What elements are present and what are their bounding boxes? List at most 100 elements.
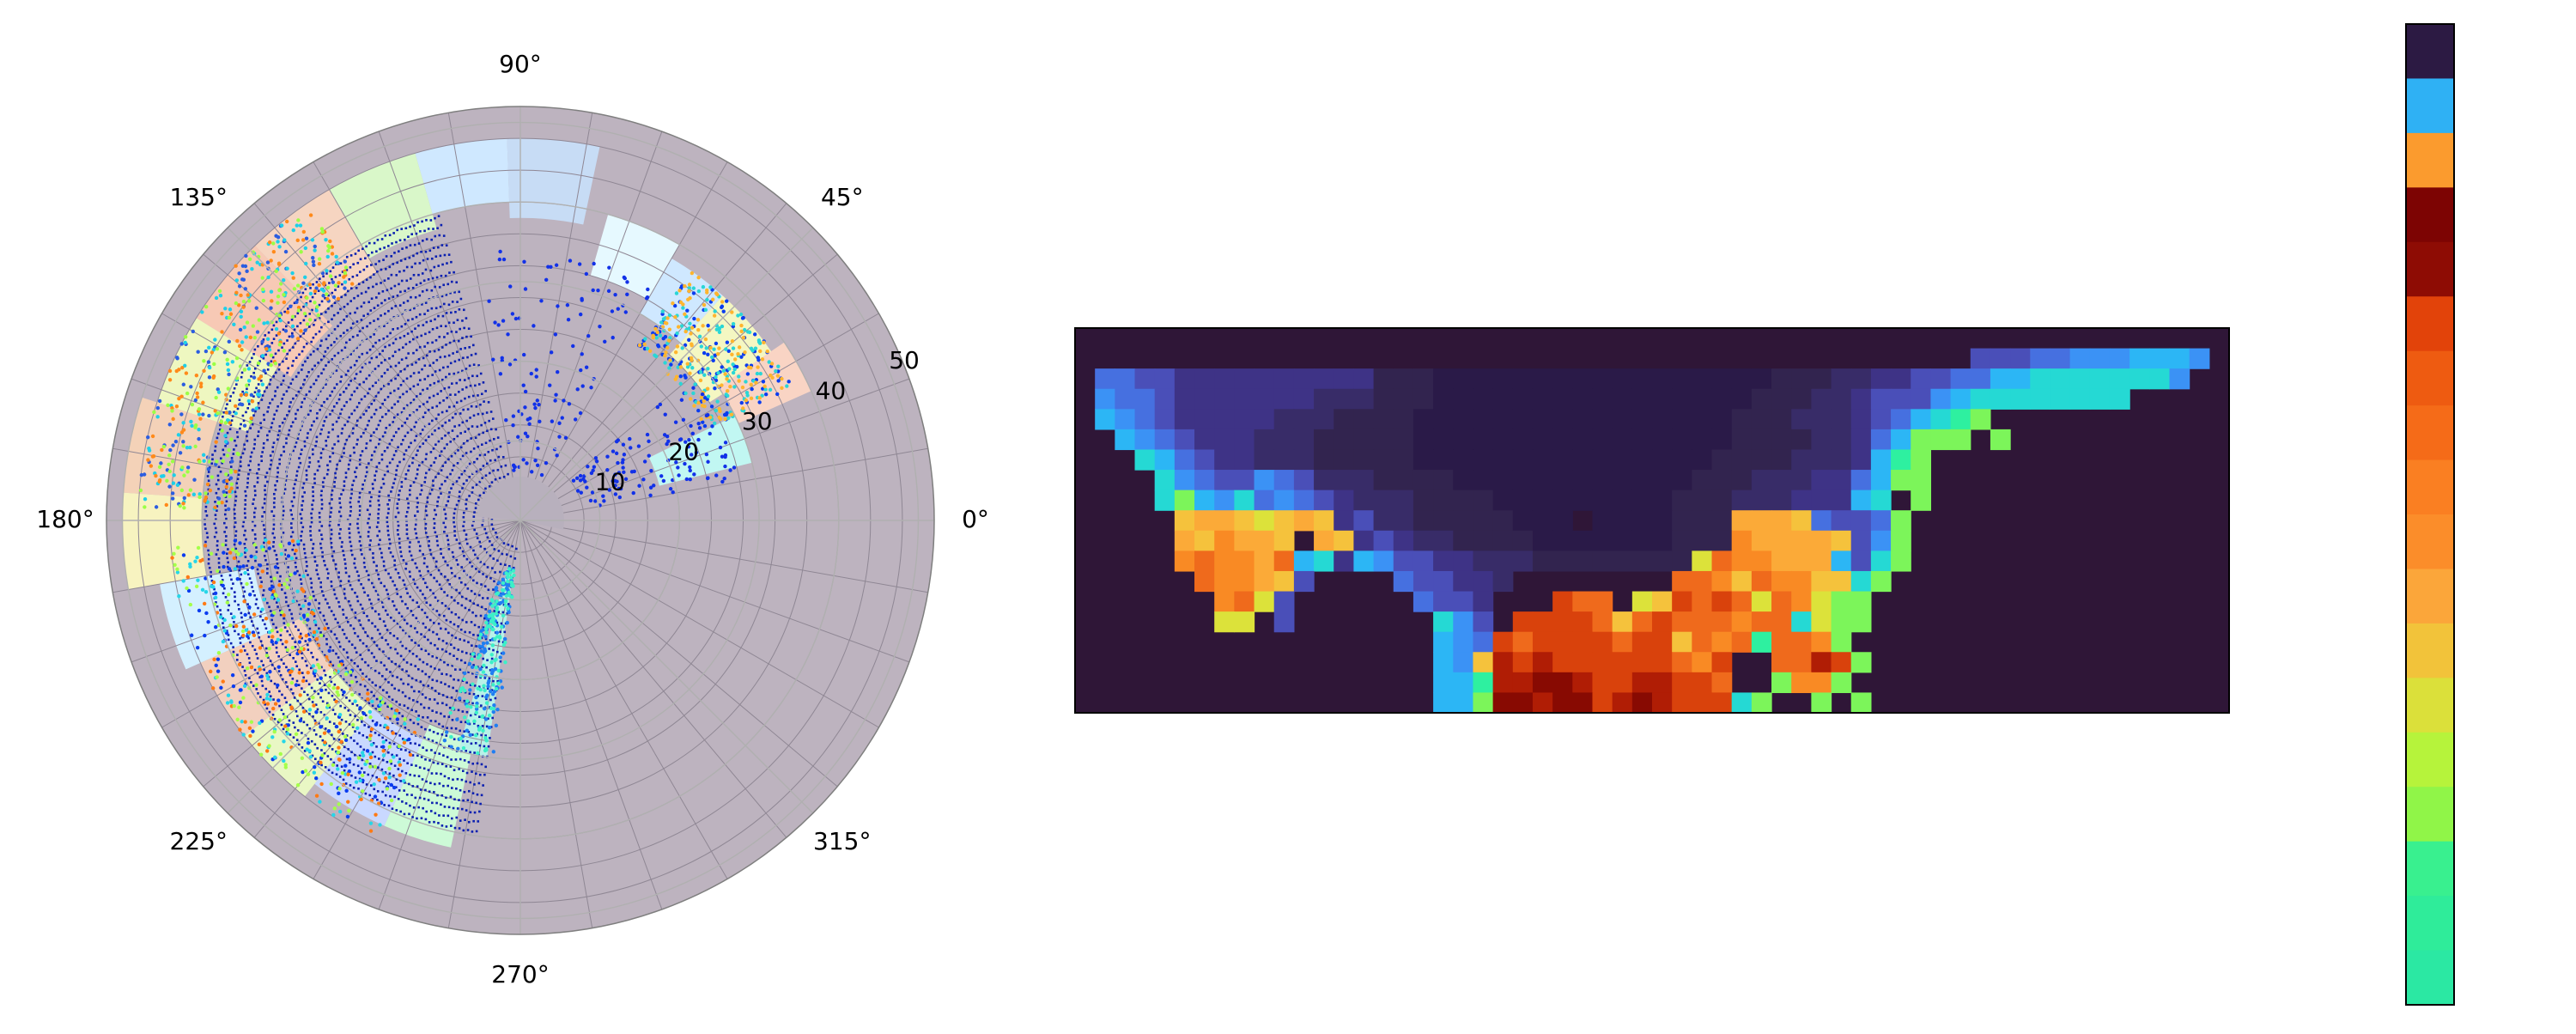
polar-ring-point bbox=[465, 682, 468, 684]
polar-scatter-point bbox=[696, 422, 700, 425]
polar-scatter-point bbox=[732, 322, 735, 325]
polar-scatter-point bbox=[690, 366, 694, 369]
polar-ring-point bbox=[346, 652, 349, 654]
polar-ring-point bbox=[372, 720, 374, 722]
polar-scatter-point bbox=[266, 260, 270, 264]
polar-scatter-point bbox=[386, 726, 389, 729]
polar-ring-point bbox=[281, 398, 283, 400]
polar-scatter-point bbox=[536, 464, 539, 467]
polar-ring-point bbox=[271, 398, 274, 401]
polar-ring-point bbox=[296, 700, 299, 703]
polar-ring-point bbox=[449, 342, 452, 344]
polar-ring-point bbox=[410, 429, 413, 431]
polar-ring-point bbox=[391, 307, 393, 310]
polar-ring-point bbox=[433, 382, 435, 385]
polar-ring-point bbox=[487, 597, 489, 599]
polar-ring-point bbox=[453, 425, 456, 428]
polar-ring-point bbox=[337, 576, 340, 579]
polar-ring-point bbox=[456, 401, 459, 404]
polar-ring-point bbox=[468, 790, 471, 793]
polar-ring-point bbox=[399, 239, 402, 241]
polar-ring-point bbox=[315, 733, 318, 736]
polar-ring-point bbox=[333, 550, 336, 553]
polar-ring-point bbox=[366, 265, 368, 268]
polar-ring-point bbox=[290, 613, 293, 616]
polar-ring-point bbox=[449, 473, 452, 476]
polar-ring-point bbox=[461, 487, 464, 490]
polar-scatter-point bbox=[283, 724, 287, 727]
polar-ring-point bbox=[440, 484, 443, 486]
polar-scatter-point bbox=[190, 424, 193, 428]
polar-ring-point bbox=[471, 491, 474, 494]
polar-ring-point bbox=[318, 460, 320, 463]
polar-ring-point bbox=[380, 388, 383, 391]
polar-scatter-point bbox=[661, 309, 665, 313]
polar-ring-point bbox=[443, 303, 446, 306]
polar-ring-point bbox=[401, 280, 404, 283]
polar-ring-point bbox=[304, 595, 307, 598]
polar-ring-point bbox=[362, 413, 365, 416]
polar-ring-point bbox=[424, 612, 427, 615]
polar-ring-point bbox=[336, 637, 338, 640]
polar-ring-point bbox=[240, 460, 242, 463]
polar-ring-point bbox=[355, 252, 357, 255]
polar-ring-point bbox=[338, 605, 341, 608]
polar-ring-point bbox=[480, 545, 483, 548]
polar-scatter-point bbox=[748, 331, 751, 334]
polar-ring-point bbox=[398, 612, 401, 615]
polar-ring-point bbox=[306, 393, 308, 396]
polar-ring-point bbox=[468, 761, 471, 763]
polar-scatter-point bbox=[572, 479, 575, 483]
polar-scatter-point bbox=[762, 341, 765, 344]
polar-ring-point bbox=[365, 246, 368, 248]
polar-ring-point bbox=[240, 574, 242, 576]
polar-ring-point bbox=[434, 644, 436, 647]
polar-ring-point bbox=[285, 681, 288, 684]
polar-ring-point bbox=[406, 794, 409, 796]
polar-ring-point bbox=[319, 304, 321, 307]
polar-ring-point bbox=[353, 452, 355, 454]
polar-scatter-point bbox=[315, 794, 319, 798]
polar-ring-point bbox=[445, 650, 447, 653]
polar-scatter-point bbox=[392, 755, 395, 758]
polar-scatter-point bbox=[282, 759, 285, 763]
polar-scatter-point bbox=[337, 297, 340, 301]
polar-ring-point bbox=[470, 385, 472, 387]
polar-ring-point bbox=[370, 403, 373, 405]
polar-ring-point bbox=[246, 482, 249, 484]
polar-scatter-point bbox=[308, 708, 312, 711]
polar-scatter-point bbox=[374, 812, 377, 816]
polar-ring-point bbox=[478, 594, 481, 597]
polar-ring-point bbox=[480, 373, 483, 375]
polar-scatter-point bbox=[225, 479, 228, 483]
polar-ring-point bbox=[414, 514, 416, 517]
polar-ring-point bbox=[326, 577, 329, 580]
polar-ring-point bbox=[454, 508, 457, 510]
polar-scatter-point bbox=[296, 783, 300, 787]
polar-ring-point bbox=[319, 516, 321, 519]
polar-ring-point bbox=[419, 313, 422, 316]
polar-scatter-point bbox=[259, 752, 263, 756]
polar-ring-point bbox=[358, 693, 361, 696]
polar-ring-point bbox=[457, 449, 459, 452]
polar-ring-point bbox=[382, 689, 385, 691]
polar-ring-point bbox=[382, 606, 385, 609]
polar-ring-point bbox=[431, 687, 434, 690]
polar-ring-point bbox=[416, 701, 419, 703]
polar-ring-point bbox=[345, 572, 348, 575]
polar-ring-point bbox=[412, 338, 415, 341]
polar-ring-point bbox=[368, 619, 370, 622]
polar-ring-point bbox=[357, 788, 360, 790]
polar-ring-point bbox=[302, 383, 305, 386]
polar-ring-point bbox=[479, 468, 482, 471]
polar-ring-point bbox=[325, 350, 327, 353]
polar-ring-point bbox=[301, 504, 303, 507]
polar-ring-point bbox=[283, 622, 286, 624]
polar-ring-point bbox=[257, 607, 259, 610]
polar-ring-point bbox=[459, 308, 461, 311]
polar-scatter-point bbox=[266, 677, 270, 680]
polar-ring-point bbox=[298, 744, 301, 746]
polar-scatter-point bbox=[193, 560, 197, 563]
polar-ring-point bbox=[270, 680, 272, 683]
polar-ring-point bbox=[464, 470, 466, 472]
